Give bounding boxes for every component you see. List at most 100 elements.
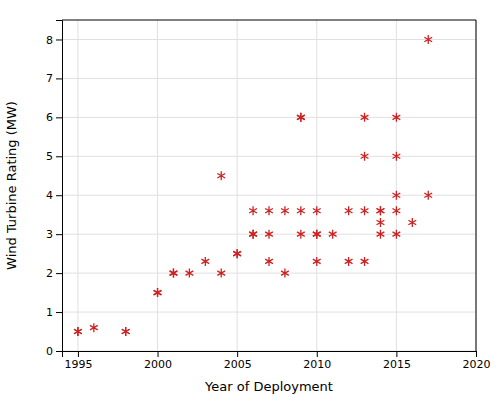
point [424,35,432,44]
point [392,191,400,200]
tick: 2010 [303,351,331,371]
point [249,230,257,239]
point [377,206,385,215]
tick-mark [158,351,159,357]
point [297,230,305,239]
point [90,323,98,332]
grid-line-x [396,20,397,351]
point [361,206,369,215]
point [122,327,130,336]
tick-label: 2000 [144,358,172,371]
tick: 1 [46,306,62,319]
point [281,206,289,215]
point [313,257,321,266]
tick-mark [56,312,62,313]
point [170,269,178,278]
point [297,113,305,122]
tick-mark [56,234,62,235]
point [345,257,353,266]
point [313,206,321,215]
grid-line-y [62,195,476,196]
tick: 5 [46,150,62,163]
tick-mark [396,351,397,357]
tick: 4 [46,189,62,202]
frame [476,20,477,351]
tick-mark [56,273,62,274]
point [249,230,257,239]
point [377,206,385,215]
tick-label: 8 [46,33,53,46]
point [329,230,337,239]
tick-label: 1 [46,306,53,319]
tick-mark [237,351,238,357]
point [361,152,369,161]
point [217,171,225,180]
tick-mark [56,195,62,196]
point [74,327,82,336]
grid-line-x [77,20,78,351]
grid-line-x [316,20,317,351]
tick: 2000 [144,351,172,371]
tick: 2 [46,267,62,280]
grid-line-y [62,273,476,274]
y-axis: 0 1 2 3 4 5 6 7 8 [46,21,63,359]
point [154,288,162,297]
grid-line-x [476,20,477,351]
plot-area: 199520002005201020152020012345678 [46,20,491,371]
grid-line-y [62,312,476,313]
point [377,218,385,227]
tick: 2015 [383,351,411,371]
point [185,269,193,278]
tick-label: 1995 [64,358,92,371]
grid-line-y [62,156,476,157]
point [424,191,432,200]
grid-line-y [62,117,476,118]
tick: 2005 [224,351,252,371]
grid-line-x [157,20,158,351]
frame [62,20,476,21]
tick-mark [78,351,79,357]
grid-line-y [62,39,476,40]
points [74,35,432,336]
chart: 199520002005201020152020012345678Year of… [0,0,500,403]
point [345,206,353,215]
tick-mark [56,117,62,118]
point [265,206,273,215]
x-axis-title: Year of Deployment [204,379,333,394]
point [122,327,130,336]
point [233,249,241,258]
point [361,113,369,122]
grid [62,20,476,351]
tick-label: 2015 [383,358,411,371]
y-axis-title: Wind Turbine Rating (MW) [4,101,19,270]
point [392,206,400,215]
tick-mark [476,351,477,357]
tick-mark [56,156,62,157]
point [154,288,162,297]
tick-label: 4 [46,189,53,202]
tick: 8 [46,33,62,46]
point [249,206,257,215]
point [297,113,305,122]
tick: 1995 [64,351,92,371]
point [297,206,305,215]
tick-label: 6 [46,111,53,124]
tick-label: 5 [46,150,53,163]
grid-line-y [62,78,476,79]
tick: 3 [46,228,62,241]
point [392,113,400,122]
tick-label: 7 [46,72,53,85]
point [281,269,289,278]
point [265,230,273,239]
x-axis: 199520002005201020152020 [63,351,491,371]
tick-label: 2005 [224,358,252,371]
point [377,230,385,239]
grid-line-x [237,20,238,351]
tick: 0 [46,345,62,358]
point [313,230,321,239]
point [313,230,321,239]
tick-mark [56,351,62,352]
point [201,257,209,266]
point [408,218,416,227]
point [392,230,400,239]
